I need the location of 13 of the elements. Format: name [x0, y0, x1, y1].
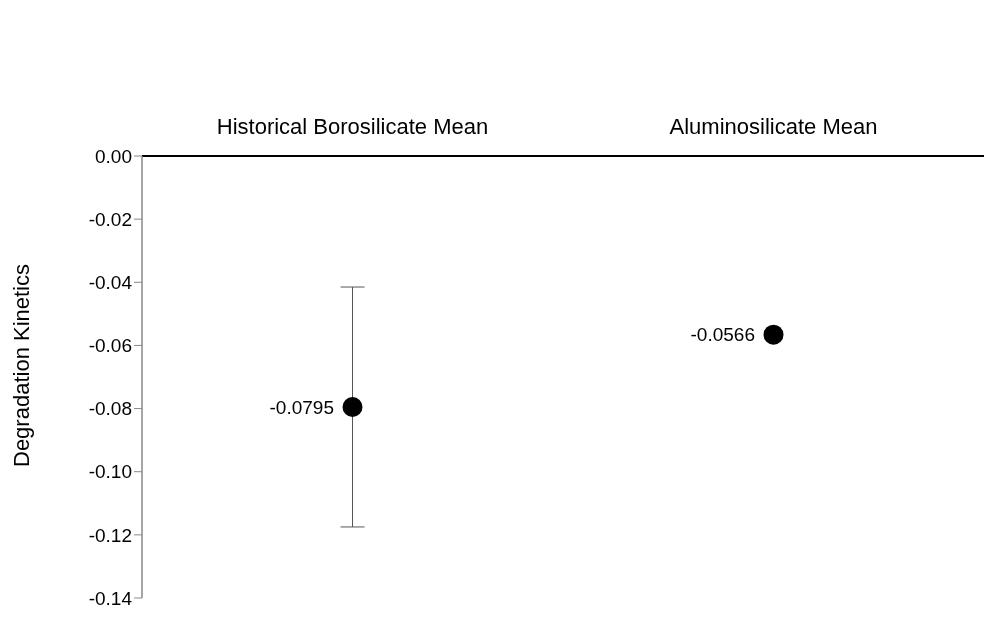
y-tick-label: -0.10 [88, 461, 132, 483]
data-label: -0.0795 [269, 396, 334, 418]
y-tick-label: -0.08 [88, 398, 132, 420]
x-tick-label: Historical Borosilicate Mean [216, 114, 489, 139]
y-axis-title: Degradation Kinetics [8, 263, 34, 467]
y-tick-label: -0.04 [88, 272, 133, 294]
y-tick-label: -0.12 [88, 524, 132, 546]
x-tick-label: Aluminosilicate Mean [669, 114, 878, 139]
data-label: -0.0566 [690, 324, 755, 346]
y-tick-label: 0.00 [95, 145, 132, 167]
y-tick-label: -0.06 [88, 335, 132, 357]
y-tick-label: -0.02 [88, 208, 132, 230]
y-tick-label: -0.14 [88, 587, 133, 609]
